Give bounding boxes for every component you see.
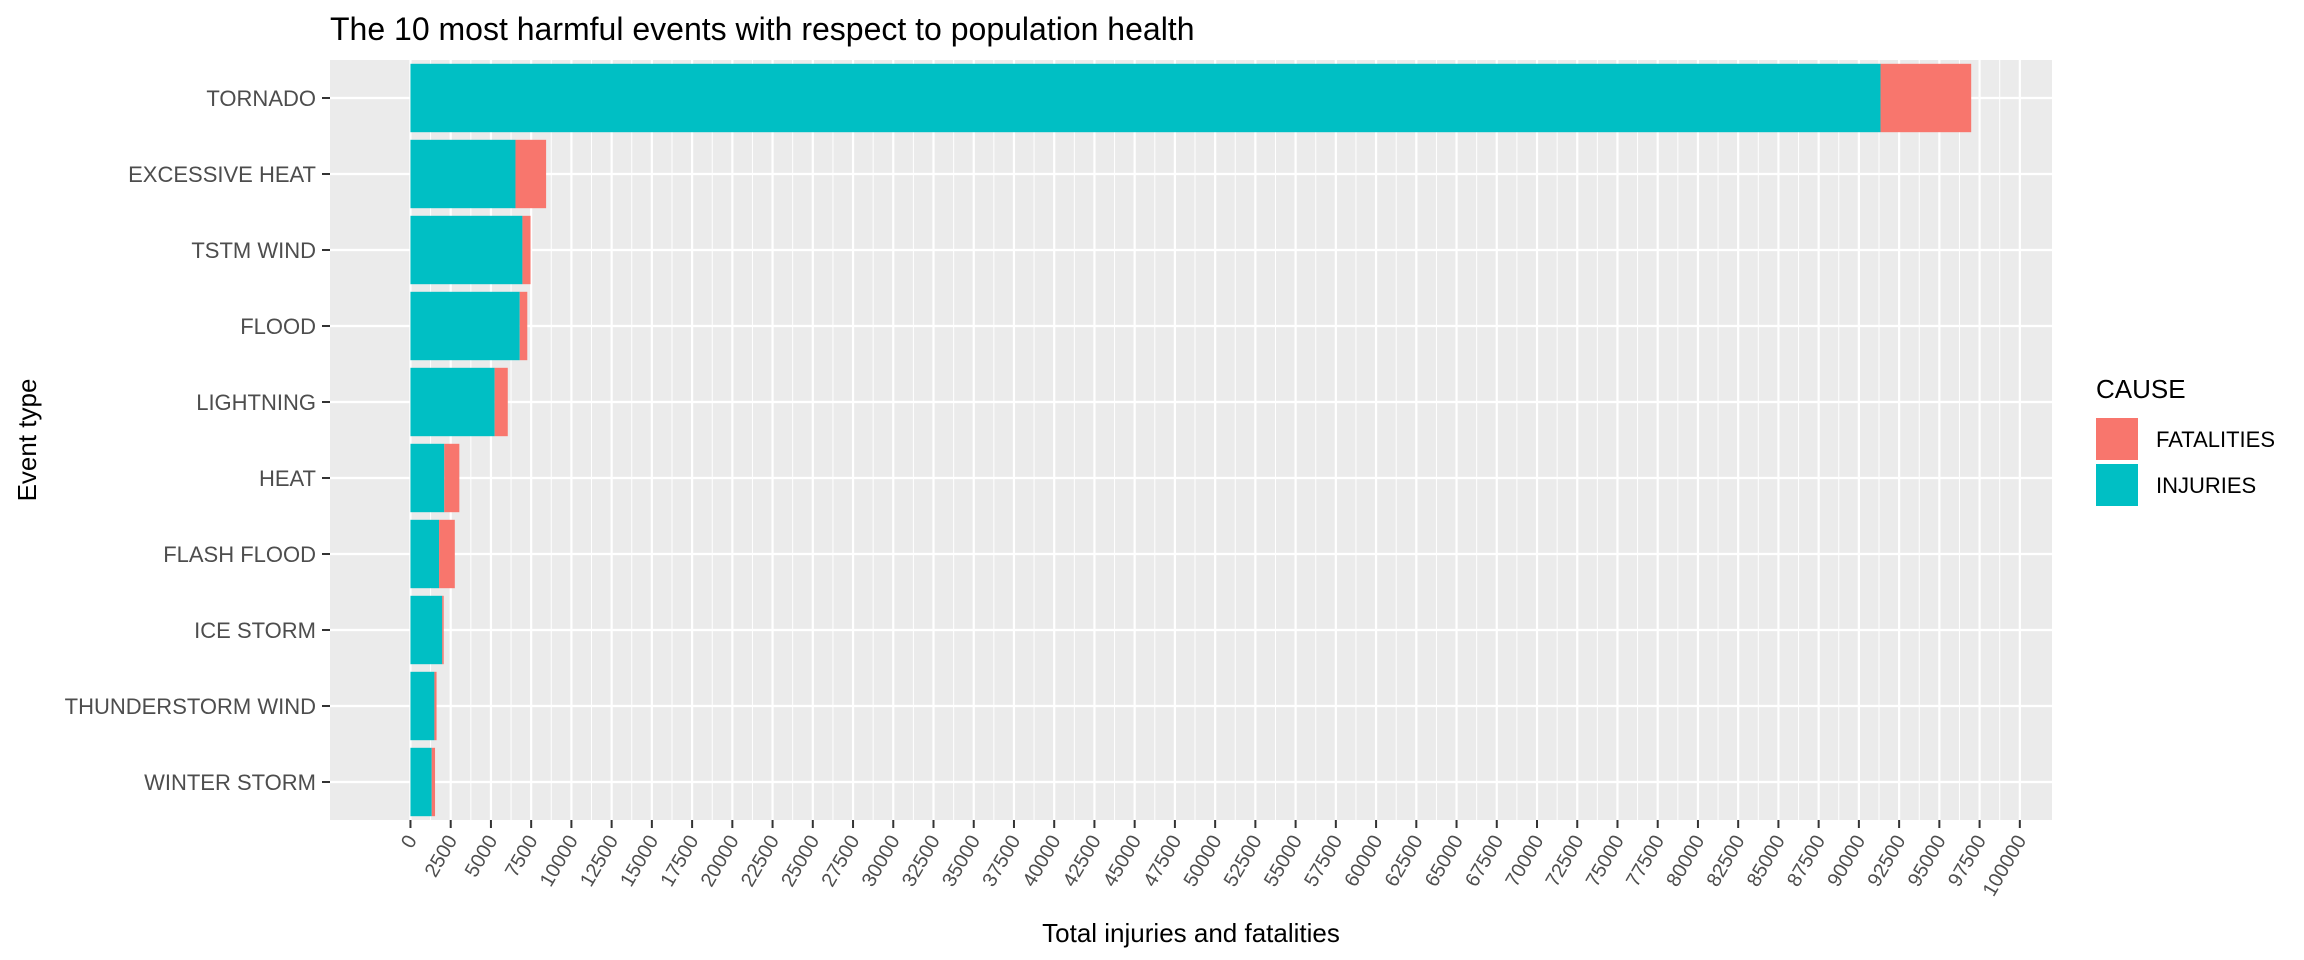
legend-label-injuries: INJURIES <box>2156 473 2256 498</box>
bar-injuries-flash-flood <box>410 519 440 589</box>
x-tick-label: 92500 <box>1864 832 1911 891</box>
bar-injuries-thunderstorm-wind <box>410 671 435 741</box>
x-tick-label: 40000 <box>1019 832 1066 891</box>
x-tick-label: 0 <box>397 832 422 853</box>
x-tick-label: 15000 <box>616 832 663 891</box>
chart-title: The 10 most harmful events with respect … <box>330 11 1194 47</box>
legend-label-fatalities: FATALITIES <box>2156 427 2275 452</box>
x-tick-label: 82500 <box>1703 832 1750 891</box>
x-tick-label: 20000 <box>697 832 744 891</box>
bar-fatalities-tornado <box>1880 63 1972 133</box>
y-tick-label: EXCESSIVE HEAT <box>128 162 316 187</box>
x-tick-label: 55000 <box>1260 832 1307 891</box>
y-tick-label: THUNDERSTORM WIND <box>65 694 316 719</box>
x-tick-label: 17500 <box>657 832 704 891</box>
bar-fatalities-thunderstorm-wind <box>434 671 437 741</box>
x-tick-label: 7500 <box>501 832 542 882</box>
y-tick-label: ICE STORM <box>194 618 316 643</box>
x-tick-label: 32500 <box>898 832 945 891</box>
x-tick-label: 62500 <box>1381 832 1428 891</box>
bar-injuries-ice-storm <box>410 595 443 665</box>
x-tick-label: 10000 <box>536 832 583 891</box>
x-tick-label: 65000 <box>1421 832 1468 891</box>
y-tick-label: HEAT <box>259 466 316 491</box>
y-tick-label: LIGHTNING <box>196 390 316 415</box>
bar-injuries-tornado <box>410 63 1881 133</box>
bar-fatalities-ice-storm <box>442 595 444 665</box>
legend-key-fatalities <box>2096 418 2138 460</box>
y-axis: TORNADO EXCESSIVE HEAT TSTM WIND FLOOD LIGHT… <box>65 86 330 795</box>
x-tick-label: 25000 <box>777 832 824 891</box>
x-tick-label: 67500 <box>1461 832 1508 891</box>
bar-fatalities-winter-storm <box>431 747 436 817</box>
x-tick-label: 75000 <box>1582 832 1629 891</box>
legend: CAUSE FATALITIES INJURIES <box>2096 374 2275 506</box>
bar-fatalities-flash-flood <box>439 519 455 589</box>
x-axis: 0250050007500100001250015000175002000022… <box>397 820 2031 900</box>
plot-panel <box>330 60 2052 820</box>
x-tick-label: 35000 <box>938 831 985 890</box>
legend-key-injuries <box>2096 464 2138 506</box>
x-tick-label: 37500 <box>978 831 1025 890</box>
x-tick-label: 30000 <box>858 832 905 891</box>
bars <box>410 63 1972 817</box>
bar-injuries-lightning <box>410 367 495 437</box>
x-tick-label: 57500 <box>1300 832 1347 891</box>
x-tick-label: 50000 <box>1180 832 1227 891</box>
x-tick-label: 95000 <box>1904 832 1951 891</box>
bar-injuries-winter-storm <box>410 747 432 817</box>
x-tick-label: 87500 <box>1783 832 1830 891</box>
legend-title: CAUSE <box>2096 374 2186 404</box>
bar-fatalities-lightning <box>494 367 508 437</box>
x-tick-label: 12500 <box>576 832 623 891</box>
x-tick-label: 72500 <box>1542 832 1589 891</box>
y-tick-label: FLASH FLOOD <box>163 542 316 567</box>
x-tick-label: 45000 <box>1099 832 1146 891</box>
bar-fatalities-flood <box>519 291 528 361</box>
bar-injuries-excessive-heat <box>410 139 516 209</box>
y-tick-label: FLOOD <box>240 314 316 339</box>
x-tick-label: 77500 <box>1622 832 1669 891</box>
x-tick-label: 5000 <box>461 832 502 882</box>
bar-fatalities-heat <box>444 443 460 513</box>
y-tick-label: TSTM WIND <box>191 238 316 263</box>
bar-injuries-tstm-wind <box>410 215 523 285</box>
y-tick-label: TORNADO <box>206 86 316 111</box>
x-tick-label: 85000 <box>1743 832 1790 891</box>
x-axis-title: Total injuries and fatalities <box>1042 918 1340 948</box>
x-tick-label: 52500 <box>1220 832 1267 891</box>
x-tick-label: 42500 <box>1059 832 1106 891</box>
x-tick-label: 27500 <box>818 832 865 891</box>
bar-injuries-flood <box>410 291 520 361</box>
x-tick-label: 22500 <box>737 832 784 891</box>
y-axis-title: Event type <box>12 379 42 502</box>
bar-injuries-heat <box>410 443 445 513</box>
y-tick-label: WINTER STORM <box>144 770 316 795</box>
x-tick-label: 80000 <box>1662 832 1709 891</box>
x-tick-label: 60000 <box>1341 832 1388 891</box>
bar-fatalities-tstm-wind <box>522 215 531 285</box>
x-tick-label: 90000 <box>1823 832 1870 891</box>
x-tick-label: 70000 <box>1501 832 1548 891</box>
bar-fatalities-excessive-heat <box>515 139 547 209</box>
x-tick-label: 2500 <box>421 832 462 882</box>
x-tick-label: 47500 <box>1139 832 1186 891</box>
